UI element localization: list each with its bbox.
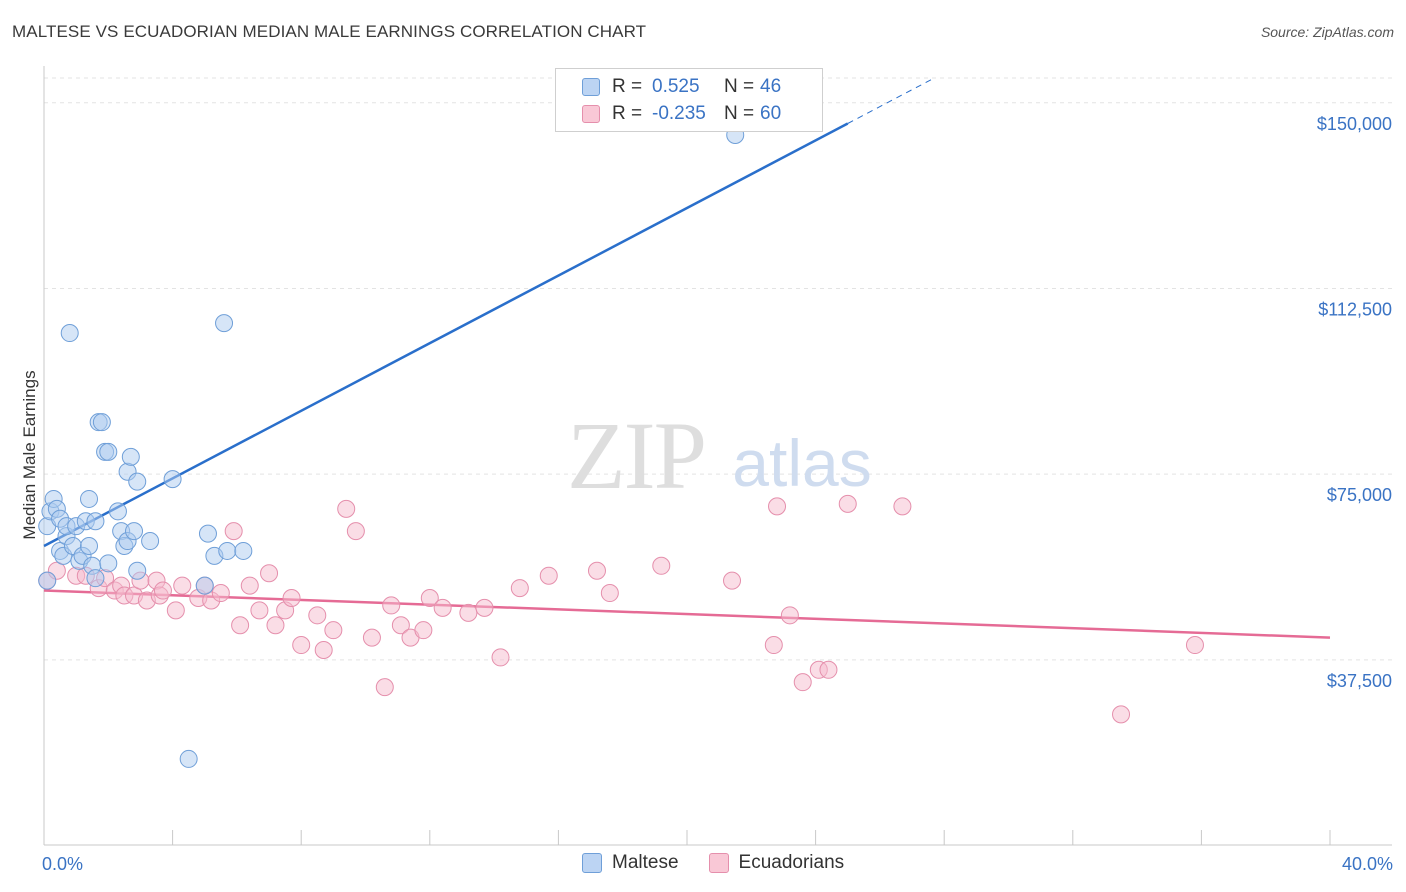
y-tick-label: $150,000 bbox=[1317, 114, 1392, 134]
maltese-point bbox=[60, 324, 79, 343]
x-tick-label-min: 0.0% bbox=[42, 854, 83, 874]
ecuadorians-point bbox=[173, 576, 192, 595]
ecuadorians-point bbox=[433, 598, 452, 617]
n-label: N = bbox=[724, 103, 755, 124]
maltese-trend-extension bbox=[847, 77, 935, 124]
ecuadorians-point bbox=[211, 584, 230, 603]
maltese-point bbox=[80, 536, 99, 555]
maltese-point bbox=[179, 749, 198, 768]
ecuadorians-point bbox=[1112, 705, 1131, 724]
maltese-point bbox=[195, 576, 214, 595]
ecuadorians-point bbox=[292, 636, 311, 655]
maltese-point bbox=[99, 442, 118, 461]
y-tick-label: $75,000 bbox=[1327, 485, 1392, 505]
ecuadorians-point bbox=[510, 579, 529, 598]
ecuadorians-point bbox=[491, 648, 510, 667]
y-tick-label: $37,500 bbox=[1327, 671, 1392, 691]
maltese-point bbox=[86, 569, 105, 588]
maltese-point bbox=[108, 502, 127, 521]
maltese-swatch bbox=[582, 78, 600, 96]
maltese-point bbox=[92, 413, 111, 432]
ecuadorians-point bbox=[240, 576, 259, 595]
ecuadorians-trend-line bbox=[43, 589, 1331, 639]
ecuadorians-swatch bbox=[582, 105, 600, 123]
maltese-point bbox=[163, 470, 182, 489]
ecuadorians-point bbox=[337, 499, 356, 518]
maltese-point bbox=[215, 314, 234, 333]
maltese-point bbox=[86, 512, 105, 531]
maltese-point bbox=[218, 541, 237, 560]
legend-label-maltese: Maltese bbox=[612, 852, 679, 873]
r-label: R = bbox=[612, 76, 643, 97]
ecuadorians-point bbox=[893, 497, 912, 516]
ecuadorians-point bbox=[362, 628, 381, 647]
maltese-swatch bbox=[582, 853, 602, 873]
ecuadorians-point bbox=[459, 603, 478, 622]
ecuadorians-point bbox=[600, 584, 619, 603]
maltese-point bbox=[128, 472, 147, 491]
ecuadorians-point bbox=[420, 588, 439, 607]
series-legend: Maltese Ecuadorians bbox=[582, 852, 874, 874]
r-label: R = bbox=[612, 103, 643, 124]
ecuadorians-point bbox=[166, 601, 185, 620]
ecuadorians-point bbox=[260, 564, 279, 583]
ecuadorians-point bbox=[587, 561, 606, 580]
legend-row-ecuadorians: R = -0.235 N = 60 bbox=[582, 103, 781, 125]
ecuadorians-point bbox=[764, 636, 783, 655]
ecuadorians-point bbox=[282, 588, 301, 607]
ecuadorians-r-value: -0.235 bbox=[652, 103, 706, 124]
maltese-point bbox=[128, 561, 147, 580]
maltese-point bbox=[80, 489, 99, 508]
ecuadorians-n-value: 60 bbox=[760, 103, 782, 124]
ecuadorians-point bbox=[308, 606, 327, 625]
maltese-point bbox=[121, 447, 140, 466]
maltese-point bbox=[125, 522, 144, 541]
ecuadorians-point bbox=[652, 556, 671, 575]
ecuadorians-point bbox=[838, 494, 857, 513]
watermark-atlas: atlas bbox=[732, 426, 871, 500]
ecuadorians-point bbox=[153, 581, 172, 600]
ecuadorians-point bbox=[375, 678, 394, 697]
y-axis-title: Median Male Earnings bbox=[20, 370, 39, 539]
maltese-point bbox=[198, 524, 217, 543]
ecuadorians-swatch bbox=[708, 853, 729, 873]
ecuadorians-point bbox=[1185, 636, 1204, 655]
ecuadorians-point bbox=[414, 621, 433, 640]
maltese-point bbox=[141, 532, 160, 551]
maltese-point bbox=[38, 571, 57, 590]
ecuadorians-point bbox=[723, 571, 742, 590]
n-label: N = bbox=[724, 76, 755, 97]
x-tick-label-max: 40.0% bbox=[1342, 854, 1393, 874]
maltese-point bbox=[99, 554, 118, 573]
ecuadorians-point bbox=[314, 640, 333, 659]
ecuadorians-point bbox=[266, 616, 285, 635]
legend-label-ecuadorians: Ecuadorians bbox=[738, 852, 845, 873]
ecuadorians-point bbox=[382, 596, 401, 615]
ecuadorians-point bbox=[250, 601, 269, 620]
correlation-legend: R = 0.525 N = 46 R = -0.235 N = 60 bbox=[555, 68, 823, 132]
ecuadorians-point bbox=[391, 616, 410, 635]
legend-item-maltese[interactable]: Maltese bbox=[582, 852, 679, 874]
y-tick-label: $112,500 bbox=[1318, 299, 1392, 319]
ecuadorians-point bbox=[346, 522, 365, 541]
ecuadorians-point bbox=[539, 566, 558, 585]
maltese-point bbox=[234, 541, 253, 560]
watermark-zip: ZIP bbox=[567, 402, 705, 509]
legend-item-ecuadorians[interactable]: Ecuadorians bbox=[708, 852, 845, 874]
legend-row-maltese: R = 0.525 N = 46 bbox=[582, 76, 781, 98]
ecuadorians-point bbox=[819, 660, 838, 679]
ecuadorians-point bbox=[475, 598, 494, 617]
ecuadorians-point bbox=[224, 522, 243, 541]
chart-title: MALTESE VS ECUADORIAN MEDIAN MALE EARNIN… bbox=[12, 22, 647, 41]
ecuadorians-point bbox=[324, 621, 343, 640]
maltese-r-value: 0.525 bbox=[652, 76, 700, 97]
ecuadorians-point bbox=[231, 616, 250, 635]
ecuadorians-point bbox=[793, 673, 812, 692]
ecuadorians-point bbox=[768, 497, 787, 516]
ecuadorians-point bbox=[780, 606, 799, 625]
source-credit: Source: ZipAtlas.com bbox=[1260, 24, 1394, 40]
maltese-n-value: 46 bbox=[760, 76, 782, 97]
